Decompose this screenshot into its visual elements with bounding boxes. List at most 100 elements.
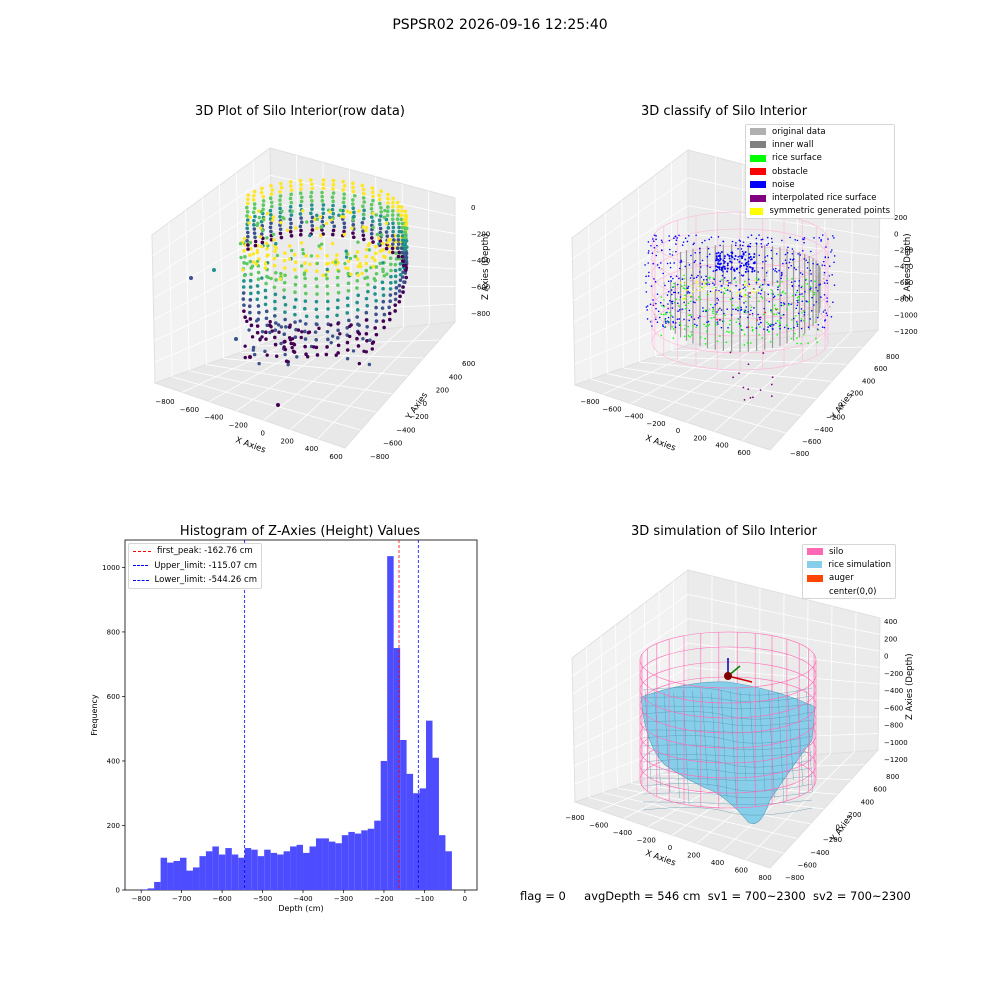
data-point bbox=[652, 262, 655, 265]
data-point bbox=[273, 328, 278, 333]
data-point bbox=[729, 260, 732, 263]
data-point bbox=[785, 308, 788, 311]
data-point bbox=[663, 321, 665, 323]
data-point bbox=[678, 277, 680, 280]
data-point bbox=[374, 271, 379, 276]
data-point bbox=[326, 337, 330, 342]
data-point bbox=[820, 238, 822, 241]
tick-label: −600 bbox=[884, 704, 903, 712]
legend-label: silo bbox=[829, 546, 844, 557]
tick-label: 0 bbox=[423, 400, 427, 408]
data-point bbox=[750, 234, 753, 237]
data-point bbox=[397, 250, 402, 255]
data-point bbox=[766, 329, 769, 331]
data-point bbox=[319, 225, 323, 230]
data-point bbox=[245, 239, 249, 243]
data-point bbox=[647, 275, 650, 277]
histogram-bar bbox=[445, 851, 452, 890]
data-point bbox=[361, 225, 365, 229]
data-point bbox=[745, 283, 748, 285]
data-point bbox=[681, 278, 684, 281]
data-point bbox=[781, 273, 783, 276]
histogram-bar bbox=[413, 793, 420, 890]
data-point bbox=[321, 203, 326, 207]
data-point bbox=[715, 257, 718, 260]
data-point bbox=[271, 215, 276, 219]
mesh-line bbox=[796, 689, 804, 787]
legend-swatch bbox=[133, 579, 149, 581]
data-point bbox=[289, 188, 294, 192]
data-point bbox=[778, 312, 780, 314]
data-point bbox=[746, 341, 749, 344]
data-point bbox=[293, 260, 298, 265]
data-point bbox=[363, 276, 367, 280]
data-point bbox=[379, 210, 383, 214]
data-point bbox=[293, 282, 298, 287]
data-point bbox=[646, 309, 648, 311]
data-point bbox=[758, 254, 761, 257]
data-point bbox=[402, 280, 406, 284]
histogram-bar bbox=[192, 867, 200, 890]
data-point bbox=[270, 188, 275, 192]
data-point bbox=[683, 335, 686, 338]
data-point bbox=[400, 221, 405, 226]
data-point bbox=[284, 325, 288, 329]
tick-label: 200 bbox=[884, 635, 897, 643]
grid-lines bbox=[152, 155, 456, 439]
x-tick-label: −800 bbox=[132, 895, 151, 903]
data-point bbox=[770, 310, 773, 313]
data-point bbox=[272, 263, 277, 268]
data-point bbox=[389, 280, 393, 285]
data-point bbox=[321, 178, 326, 182]
data-point bbox=[245, 226, 250, 231]
data-point bbox=[723, 277, 726, 279]
data-point bbox=[723, 257, 726, 260]
data-point bbox=[771, 292, 773, 295]
data-point bbox=[741, 255, 744, 258]
data-point bbox=[374, 299, 378, 303]
data-point bbox=[758, 316, 761, 319]
data-point bbox=[398, 294, 402, 299]
data-point bbox=[678, 305, 680, 307]
data-point bbox=[751, 314, 754, 317]
legend-swatch bbox=[807, 548, 823, 556]
data-point bbox=[252, 189, 257, 194]
data-point bbox=[737, 317, 739, 320]
data-point bbox=[747, 363, 750, 366]
data-point bbox=[766, 236, 769, 239]
data-point bbox=[325, 329, 330, 334]
data-point bbox=[801, 285, 804, 287]
data-point bbox=[256, 304, 261, 308]
tick-label: −600 bbox=[180, 406, 199, 414]
data-point bbox=[329, 323, 333, 327]
data-point bbox=[304, 291, 308, 296]
data-point bbox=[743, 280, 746, 283]
data-point bbox=[287, 257, 292, 261]
data-point bbox=[813, 291, 816, 294]
data-point bbox=[397, 283, 402, 288]
histogram-bar bbox=[374, 820, 381, 890]
data-point bbox=[742, 252, 745, 255]
data-point bbox=[809, 285, 812, 288]
data-point bbox=[751, 326, 753, 328]
data-point bbox=[398, 267, 402, 272]
data-point bbox=[335, 336, 340, 340]
data-point bbox=[292, 305, 297, 309]
flag-text: flag = 0 bbox=[520, 889, 566, 903]
data-point bbox=[391, 200, 395, 205]
data-point bbox=[646, 305, 649, 307]
data-point bbox=[255, 330, 260, 335]
tick-label: 400 bbox=[861, 798, 874, 806]
tick-label: −200 bbox=[637, 837, 656, 845]
tick-label: −600 bbox=[894, 279, 913, 287]
legend-item: noise bbox=[746, 178, 894, 191]
tick-label: 0 bbox=[260, 429, 264, 437]
data-point bbox=[731, 297, 734, 300]
classify-legend: original data inner wall rice surface obsta… bbox=[745, 124, 895, 220]
tick-label: −400 bbox=[613, 829, 632, 837]
data-point bbox=[701, 283, 704, 285]
data-point bbox=[352, 193, 357, 198]
data-point bbox=[791, 252, 794, 255]
data-point bbox=[807, 261, 809, 264]
data-point bbox=[273, 270, 278, 275]
